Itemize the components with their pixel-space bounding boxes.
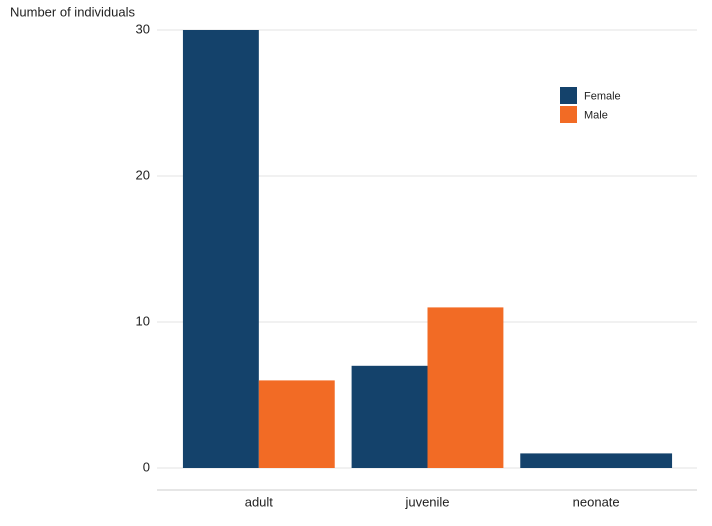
- x-tick-label: neonate: [573, 494, 620, 509]
- y-axis-label: Number of individuals: [10, 4, 136, 19]
- legend-key: [560, 87, 577, 104]
- legend-key: [560, 106, 577, 123]
- bar: [520, 453, 673, 468]
- x-tick-label: juvenile: [404, 494, 449, 509]
- y-tick-label: 30: [136, 21, 150, 36]
- bar: [182, 30, 259, 468]
- bar: [427, 307, 504, 468]
- y-tick-label: 10: [136, 313, 150, 328]
- y-tick-label: 20: [136, 167, 150, 182]
- x-tick-label: adult: [245, 494, 274, 509]
- legend-label: Male: [584, 109, 608, 121]
- bar: [351, 365, 428, 468]
- legend-label: Female: [584, 90, 621, 102]
- bar: [258, 380, 335, 468]
- y-tick-label: 0: [143, 459, 150, 474]
